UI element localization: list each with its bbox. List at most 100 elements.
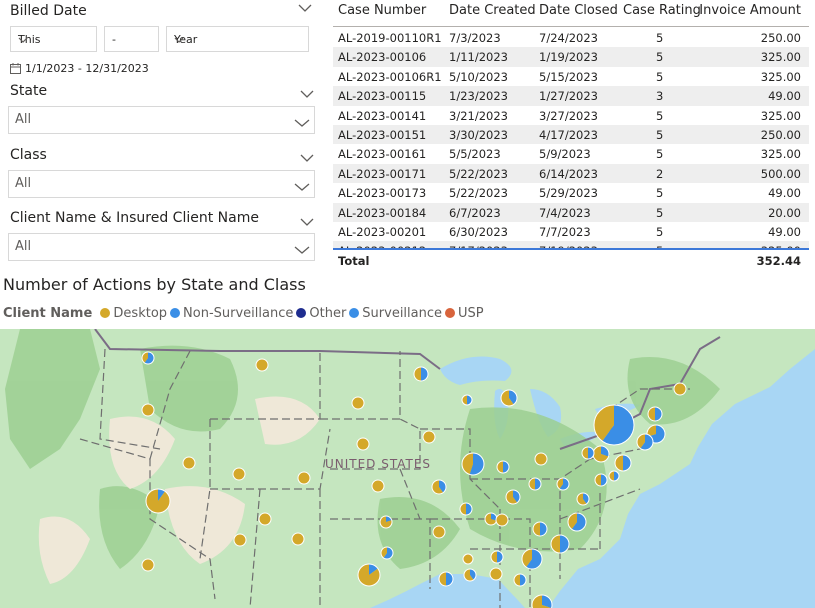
state-pie-marker[interactable] (461, 452, 485, 476)
state-pie-marker[interactable] (593, 404, 635, 446)
state-pie-marker[interactable] (528, 477, 542, 491)
pie-outline (459, 502, 473, 516)
pie-slice-blue (588, 447, 594, 459)
pie-slice-desktop (462, 395, 467, 405)
pie-slice-desktop (423, 431, 435, 443)
state-pie-marker[interactable] (380, 546, 394, 560)
table-total-row: Total 352.44 (333, 248, 809, 270)
state-pie-marker[interactable] (462, 553, 474, 565)
state-pie-marker[interactable] (356, 437, 370, 451)
column-header-case-rating[interactable]: Case Rating (623, 3, 701, 18)
pie-slice-blue (503, 461, 509, 473)
state-pie-marker[interactable] (145, 488, 171, 514)
state-pie-marker[interactable] (531, 594, 553, 608)
column-header-date-closed[interactable]: Date Closed (539, 3, 618, 18)
state-pie-marker[interactable] (351, 396, 365, 410)
table-row[interactable]: AL-2023-00115 1/23/2023 1/27/2023 3 49.00 (333, 86, 809, 106)
column-header-invoice-amount[interactable]: Invoice Amount (699, 3, 801, 18)
table-row[interactable]: AL-2023-00106 1/11/2023 1/19/2023 5 325.00 (333, 47, 809, 67)
state-pie-marker[interactable] (556, 477, 570, 491)
client-collapse-chevron-icon[interactable] (300, 212, 314, 231)
state-collapse-chevron-icon[interactable] (300, 84, 314, 103)
pie-slice-desktop (461, 453, 473, 475)
state-pie-marker[interactable] (496, 460, 510, 474)
table-row[interactable]: AL-2023-00184 6/7/2023 7/4/2023 5 20.00 (333, 202, 809, 222)
pie-slice-blue (571, 513, 587, 531)
table-row[interactable]: AL-2023-00173 5/22/2023 5/29/2023 5 49.00 (333, 183, 809, 202)
class-collapse-chevron-icon[interactable] (300, 148, 314, 167)
state-pie-marker[interactable] (233, 533, 247, 547)
state-pie-marker[interactable] (484, 512, 498, 526)
state-pie-marker[interactable] (258, 512, 272, 526)
table-row[interactable]: AL-2023-00151 3/30/2023 4/17/2023 5 250.00 (333, 125, 809, 145)
state-pie-marker[interactable] (463, 568, 477, 582)
state-pie-marker[interactable] (636, 433, 654, 451)
table-row[interactable]: AL-2023-00161 5/5/2023 5/9/2023 5 325.00 (333, 144, 809, 163)
cell-date-created: 5/22/2023 (449, 166, 508, 181)
state-pie-marker[interactable] (647, 406, 663, 422)
state-pie-marker[interactable] (490, 550, 504, 564)
state-pie-marker[interactable] (576, 492, 590, 506)
relative-date-mode-select[interactable]: This (10, 26, 97, 52)
state-pie-marker[interactable] (500, 389, 518, 407)
table-row[interactable]: AL-2023-00201 6/30/2023 7/7/2023 5 49.00 (333, 222, 809, 241)
state-pie-marker[interactable] (567, 512, 587, 532)
class-dropdown[interactable]: All (8, 170, 315, 198)
table-row[interactable]: AL-2023-00141 3/21/2023 3/27/2023 5 325.00 (333, 106, 809, 125)
state-pie-marker[interactable] (141, 351, 155, 365)
state-pie-marker[interactable] (592, 445, 610, 463)
legend-item[interactable]: USP (445, 306, 484, 321)
state-pie-marker[interactable] (594, 473, 608, 487)
state-pie-marker[interactable] (141, 558, 155, 572)
state-pie-marker[interactable] (489, 567, 503, 581)
state-pie-marker[interactable] (461, 394, 473, 406)
legend-item[interactable]: Other (296, 306, 346, 321)
table-row[interactable]: AL-2023-00212 7/17/2023 7/19/2023 5 325.00 (333, 241, 809, 248)
relative-date-period-select[interactable]: Year (166, 26, 309, 52)
legend-label: Non-Surveillance (183, 306, 294, 321)
column-header-date-created[interactable]: Date Created (449, 3, 536, 18)
cell-date-created: 5/10/2023 (449, 69, 508, 84)
state-pie-marker[interactable] (673, 382, 687, 396)
legend-item[interactable]: Non-Surveillance (170, 306, 293, 321)
column-header-case-number[interactable]: Case Number (338, 3, 427, 18)
table-row[interactable]: AL-2023-00171 5/22/2023 6/14/2023 2 500.00 (333, 163, 809, 184)
billed-date-collapse-chevron-icon[interactable] (298, 3, 312, 13)
state-pie-marker[interactable] (291, 532, 305, 546)
state-pie-marker[interactable] (614, 454, 632, 472)
state-pie-marker[interactable] (232, 467, 246, 481)
state-pie-marker[interactable] (534, 452, 548, 466)
client-dropdown[interactable]: All (8, 233, 315, 261)
state-pie-marker[interactable] (608, 470, 620, 482)
state-pie-marker[interactable] (513, 573, 527, 587)
legend-item[interactable]: Surveillance (349, 306, 442, 321)
state-pie-marker[interactable] (357, 563, 381, 587)
state-pie-marker[interactable] (297, 471, 311, 485)
state-pie-marker[interactable] (459, 502, 473, 516)
state-pie-marker[interactable] (495, 513, 509, 527)
us-map[interactable]: UNITED STATES (0, 329, 815, 608)
state-pie-marker[interactable] (521, 548, 543, 570)
pie-slice-blue (601, 446, 609, 457)
cell-case-rating: 5 (656, 50, 664, 65)
state-pie-marker[interactable] (431, 479, 447, 495)
state-pie-marker[interactable] (581, 446, 595, 460)
state-pie-marker[interactable] (422, 430, 436, 444)
relative-date-count-input[interactable]: - (104, 26, 159, 52)
state-pie-marker[interactable] (550, 534, 570, 554)
chevron-down-icon (294, 240, 310, 259)
state-pie-marker[interactable] (505, 489, 521, 505)
state-pie-marker[interactable] (141, 403, 155, 417)
legend-item[interactable]: Desktop (100, 306, 167, 321)
state-pie-marker[interactable] (182, 456, 196, 470)
state-dropdown[interactable]: All (8, 106, 315, 134)
state-pie-marker[interactable] (432, 525, 446, 539)
state-pie-marker[interactable] (532, 521, 548, 537)
state-pie-marker[interactable] (413, 366, 429, 382)
state-pie-marker[interactable] (371, 479, 385, 493)
table-row[interactable]: AL-2019-00110R1 7/3/2023 7/24/2023 5 250.00 (333, 28, 809, 47)
table-row[interactable]: AL-2023-00106R1 5/10/2023 5/15/2023 5 325.00 (333, 67, 809, 86)
state-pie-marker[interactable] (379, 515, 393, 529)
state-pie-marker[interactable] (255, 358, 269, 372)
state-pie-marker[interactable] (438, 571, 454, 587)
